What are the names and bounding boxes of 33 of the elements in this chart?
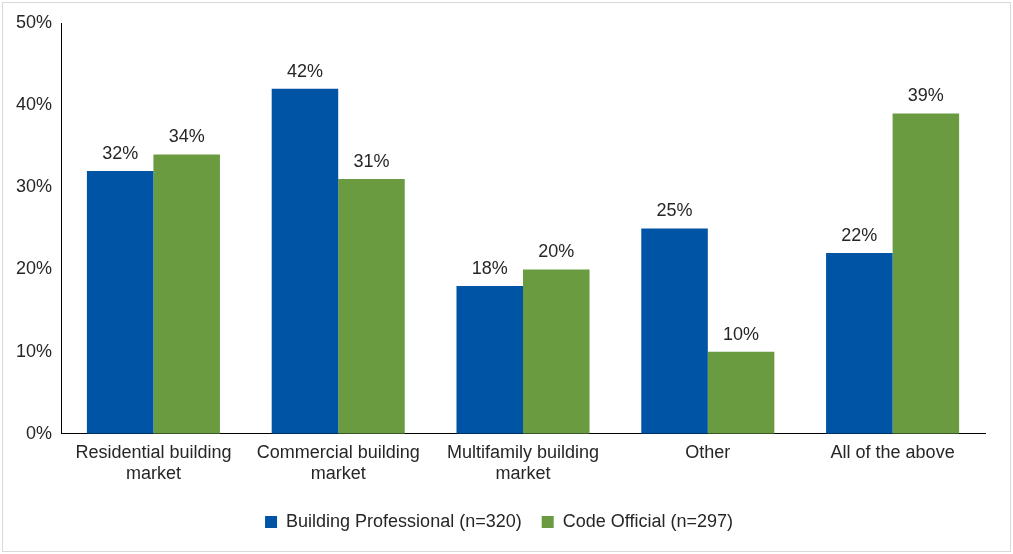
bar [338,179,405,434]
data-label: 25% [656,200,693,221]
data-label: 31% [353,151,390,172]
x-tick-label: Other [685,441,731,462]
y-tick-label: 30% [16,176,53,197]
y-tick-label: 0% [26,422,53,443]
data-label: 22% [841,225,878,246]
y-tick-label: 10% [16,340,53,361]
bar [707,351,775,434]
data-label: 39% [907,85,944,106]
bar [153,154,220,434]
data-label: 18% [471,257,508,278]
x-tick-label: Multifamily building market [446,441,600,484]
legend-label: Building Professional (n=320) [286,510,522,531]
x-tick-label: Commercial building market [256,441,420,484]
data-label: 20% [538,241,575,262]
data-label: 32% [102,142,139,163]
data-label: 34% [168,126,205,147]
bar [892,113,960,434]
x-tick-label: All of the above [830,441,955,462]
y-tick-label: 50% [16,11,53,32]
x-tick-label: Residential building market [75,441,232,484]
bar [641,228,708,434]
data-label: 42% [286,60,323,81]
bar [86,170,154,434]
y-tick-label: 40% [16,94,53,115]
bar [456,285,524,434]
bar [523,269,590,434]
data-label: 10% [723,323,760,344]
bar [271,88,339,434]
legend-label: Code Official (n=297) [562,510,733,531]
bar [826,253,893,434]
y-tick-label: 20% [16,258,53,279]
